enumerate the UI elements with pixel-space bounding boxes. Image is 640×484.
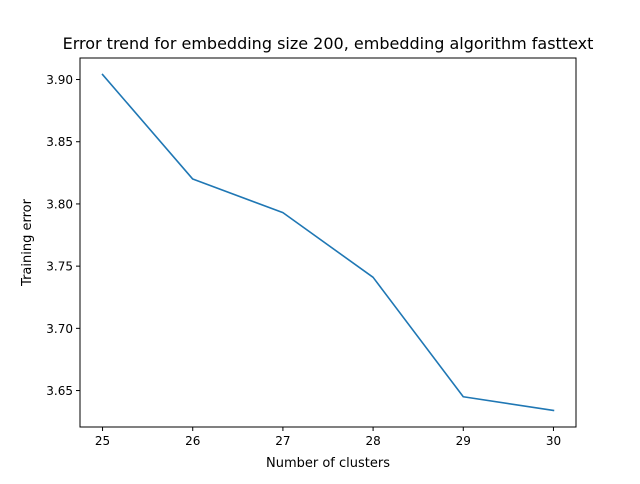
x-tick-label: 27	[275, 434, 290, 448]
y-tick-label: 3.70	[46, 322, 73, 336]
y-tick-label: 3.85	[46, 135, 73, 149]
y-tick-label: 3.90	[46, 73, 73, 87]
chart-title: Error trend for embedding size 200, embe…	[63, 34, 594, 53]
y-tick-label: 3.65	[46, 384, 73, 398]
plot-area: 25 26 27 28 29 30 3.65 3.70 3.75 3.80 3.85 3.90	[46, 73, 561, 448]
x-tick-label: 26	[185, 434, 200, 448]
plot-frame	[79, 57, 577, 428]
series-line	[101, 73, 555, 412]
x-tick-label: 29	[456, 434, 471, 448]
x-axis-label: Number of clusters	[266, 456, 390, 471]
x-tick-label: 30	[546, 434, 561, 448]
y-tick-label: 3.80	[46, 197, 73, 211]
x-tick-label: 25	[95, 434, 110, 448]
y-tick-label: 3.75	[46, 260, 73, 274]
x-tick-label: 28	[365, 434, 380, 448]
y-axis-label: Training error	[20, 198, 35, 287]
